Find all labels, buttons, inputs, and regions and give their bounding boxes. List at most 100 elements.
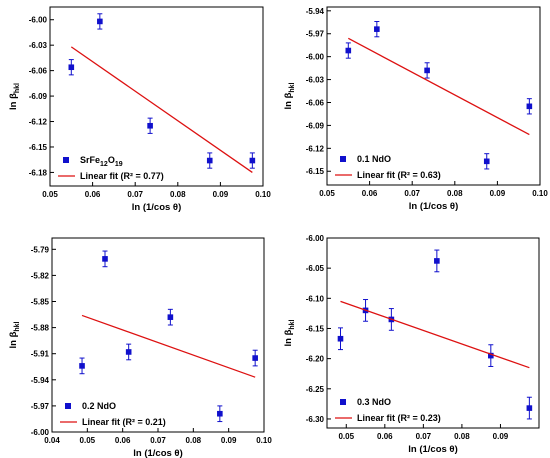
data-point xyxy=(483,158,490,165)
y-axis-label-main: ln β xyxy=(283,92,294,109)
y-tick-label: -5.94 xyxy=(31,376,50,385)
y-axis-label-main: ln β xyxy=(8,93,19,110)
data-point xyxy=(125,349,132,355)
data-point xyxy=(167,314,174,320)
y-axis-label: ln βhkl xyxy=(283,82,296,109)
y-axis-label-main: ln β xyxy=(8,331,19,348)
data-point xyxy=(217,410,223,417)
x-tick-label: 0.09 xyxy=(221,436,237,445)
x-tick-label: 0.09 xyxy=(493,432,509,441)
x-tick-label: 0.06 xyxy=(85,190,101,199)
data-point xyxy=(147,122,153,129)
x-tick-label: 0.05 xyxy=(80,436,96,445)
y-axis-label: ln βhkl xyxy=(283,319,296,346)
legend-label: SrFe12O19 xyxy=(80,155,123,168)
y-tick-label: -5.97 xyxy=(31,402,50,411)
legend-marker xyxy=(340,156,346,162)
x-tick-label: 0.06 xyxy=(377,432,393,441)
y-tick-label: -6.00 xyxy=(306,234,325,243)
y-tick-label: -6.15 xyxy=(306,324,325,333)
y-tick-label: -6.00 xyxy=(306,53,325,62)
y-tick-label: -6.10 xyxy=(306,294,325,303)
data-point xyxy=(249,157,256,164)
y-tick-label: -5.79 xyxy=(31,245,50,254)
y-axis-label: ln βhkl xyxy=(8,321,21,348)
y-tick-label: -6.00 xyxy=(29,16,48,25)
data-point xyxy=(102,256,108,262)
y-tick-label: -5.94 xyxy=(306,7,325,16)
data-point xyxy=(345,47,352,54)
x-tick-label: 0.09 xyxy=(213,190,229,199)
y-tick-label: -6.06 xyxy=(306,98,325,107)
x-tick-label: 0.10 xyxy=(532,189,548,198)
y-tick-label: -5.85 xyxy=(31,298,50,307)
y-tick-label: -6.25 xyxy=(306,385,325,394)
y-tick-label: -6.09 xyxy=(306,121,325,130)
x-tick-label: 0.07 xyxy=(416,432,432,441)
data-point xyxy=(337,335,344,342)
x-axis-label: ln (1/cos θ) xyxy=(409,201,458,212)
x-tick-label: 0.07 xyxy=(150,436,166,445)
y-tick-label: -6.18 xyxy=(29,168,48,177)
y-tick-label: -6.20 xyxy=(306,355,325,364)
x-axis-label: ln (1/cos θ) xyxy=(408,444,457,455)
x-tick-label: 0.10 xyxy=(255,190,271,199)
y-axis-label-sub: hkl xyxy=(14,83,21,93)
y-tick-label: -6.30 xyxy=(306,415,325,424)
x-tick-label: 0.07 xyxy=(404,189,420,198)
y-tick-label: -6.12 xyxy=(306,144,325,153)
x-axis-label: ln (1/cos θ) xyxy=(132,202,181,213)
legend-label-part: 12 xyxy=(100,161,108,168)
y-axis-label: ln βhkl xyxy=(8,83,21,110)
fit-line xyxy=(70,46,253,173)
data-point xyxy=(434,258,440,264)
x-tick-label: 0.06 xyxy=(362,189,378,198)
panel-top-right: 0.05 0.06 0.07 0.08 0.09 0.10 -5.94 -5.97 -6.00 -… xyxy=(283,6,548,212)
x-tick-label: 0.08 xyxy=(186,436,202,445)
legend-marker xyxy=(65,403,71,409)
panel-top-left: 0.05 0.06 0.07 0.08 0.09 0.10 -6.00 -6.03 -6.06 -… xyxy=(8,6,271,213)
y-axis-label-sub: hkl xyxy=(289,82,296,92)
fit-line xyxy=(340,300,530,369)
data-point xyxy=(68,64,75,71)
y-tick-label: -6.05 xyxy=(306,264,325,273)
y-tick-label: -6.12 xyxy=(29,118,48,127)
y-tick-label: -5.88 xyxy=(31,324,50,333)
legend-label-part: O xyxy=(108,155,115,165)
legend-marker xyxy=(340,399,346,405)
y-axis-label-sub: hkl xyxy=(289,319,296,329)
y-tick-label: -6.03 xyxy=(29,41,48,50)
y-tick-label: -6.15 xyxy=(306,167,325,176)
panel-bottom-right: 0.05 0.06 0.07 0.08 0.09 -6.00 -6.05 -6.10 -6.15… xyxy=(283,234,540,455)
x-tick-label: 0.05 xyxy=(42,190,58,199)
x-tick-label: 0.05 xyxy=(319,189,335,198)
x-tick-label: 0.06 xyxy=(115,436,131,445)
legend-label: Linear fit (R² = 0.63) xyxy=(357,170,441,180)
y-tick-label: -5.82 xyxy=(31,271,50,280)
plot-frame xyxy=(326,6,541,186)
data-point xyxy=(424,67,430,74)
y-tick-label: -6.06 xyxy=(29,67,48,76)
data-point xyxy=(206,157,213,164)
data-point xyxy=(79,363,85,369)
x-axis-label: ln (1/cos θ) xyxy=(133,448,182,458)
x-tick-label: 0.08 xyxy=(447,189,463,198)
plot-frame xyxy=(326,237,540,429)
data-point xyxy=(488,352,494,359)
legend-label: Linear fit (R² = 0.21) xyxy=(82,417,166,427)
y-axis-label-main: ln β xyxy=(283,329,294,346)
x-tick-label: 0.05 xyxy=(338,432,354,441)
legend-label: Linear fit (R² = 0.23) xyxy=(357,413,441,423)
y-tick-label: -6.15 xyxy=(29,143,48,152)
legend-label: Linear fit (R² = 0.77) xyxy=(80,171,164,181)
data-point xyxy=(526,405,533,411)
legend-label-main: SrFe xyxy=(80,155,100,165)
x-tick-label: 0.09 xyxy=(490,189,506,198)
y-axis-label-sub: hkl xyxy=(14,321,21,331)
data-point xyxy=(252,355,258,361)
y-tick-label: -5.97 xyxy=(306,30,325,39)
x-tick-label: 0.07 xyxy=(127,190,143,199)
legend-marker xyxy=(63,157,69,163)
data-point xyxy=(526,103,533,110)
